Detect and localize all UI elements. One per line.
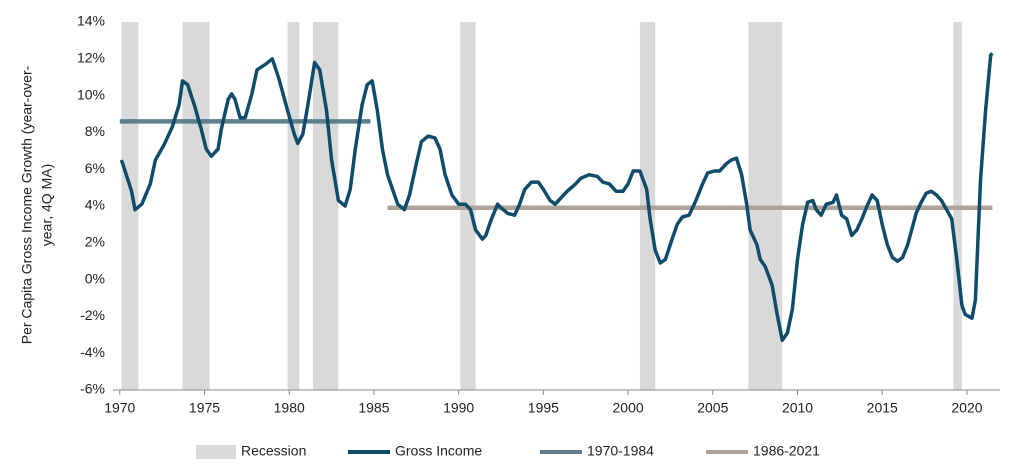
y-tick-label: -2%: [80, 307, 105, 323]
x-tick-label: 2005: [697, 400, 728, 416]
x-tick-label: 2015: [867, 400, 898, 416]
legend-label: 1970-1984: [587, 443, 654, 459]
y-tick-label: -4%: [80, 344, 105, 360]
recession-band: [312, 22, 339, 390]
y-tick-label: 6%: [85, 160, 105, 176]
y-tick-label: 14%: [77, 13, 105, 29]
recession-band: [182, 22, 210, 390]
data-line: [119, 52, 994, 343]
y-tick-label: 0%: [85, 270, 105, 286]
y-tick-label: 12%: [77, 50, 105, 66]
x-tick-label: 1995: [528, 400, 559, 416]
legend: Recession Gross Income 1970-1984 1986-2021: [196, 443, 820, 459]
y-axis-label-line: Per Capita Gross Income Growth (year-ove…: [19, 65, 35, 344]
x-tick-label: 1970: [104, 400, 135, 416]
x-tick-label: 1975: [189, 400, 220, 416]
legend-swatch: [196, 445, 236, 459]
y-tick-label: 4%: [85, 197, 105, 213]
x-tick-label: 2010: [782, 400, 813, 416]
y-tick-label: 2%: [85, 234, 105, 250]
x-tick-label: 2000: [613, 400, 644, 416]
y-tick-label: -6%: [80, 381, 105, 397]
x-tick-label: 2020: [951, 400, 982, 416]
legend-label: 1986-2021: [753, 443, 820, 459]
y-tick-label: 10%: [77, 86, 105, 102]
legend-label: Recession: [241, 443, 306, 459]
y-axis-label-line: year, 4Q MA): [39, 164, 55, 246]
y-axis-label: Per Capita Gross Income Growth (year-ove…: [19, 65, 55, 344]
recession-band: [121, 22, 139, 390]
x-tick-label: 1980: [274, 400, 305, 416]
y-tick-label: 8%: [85, 123, 105, 139]
legend-label: Gross Income: [395, 443, 482, 459]
x-tick-label: 1990: [443, 400, 474, 416]
x-tick-label: 1985: [358, 400, 389, 416]
recession-band: [287, 22, 300, 390]
